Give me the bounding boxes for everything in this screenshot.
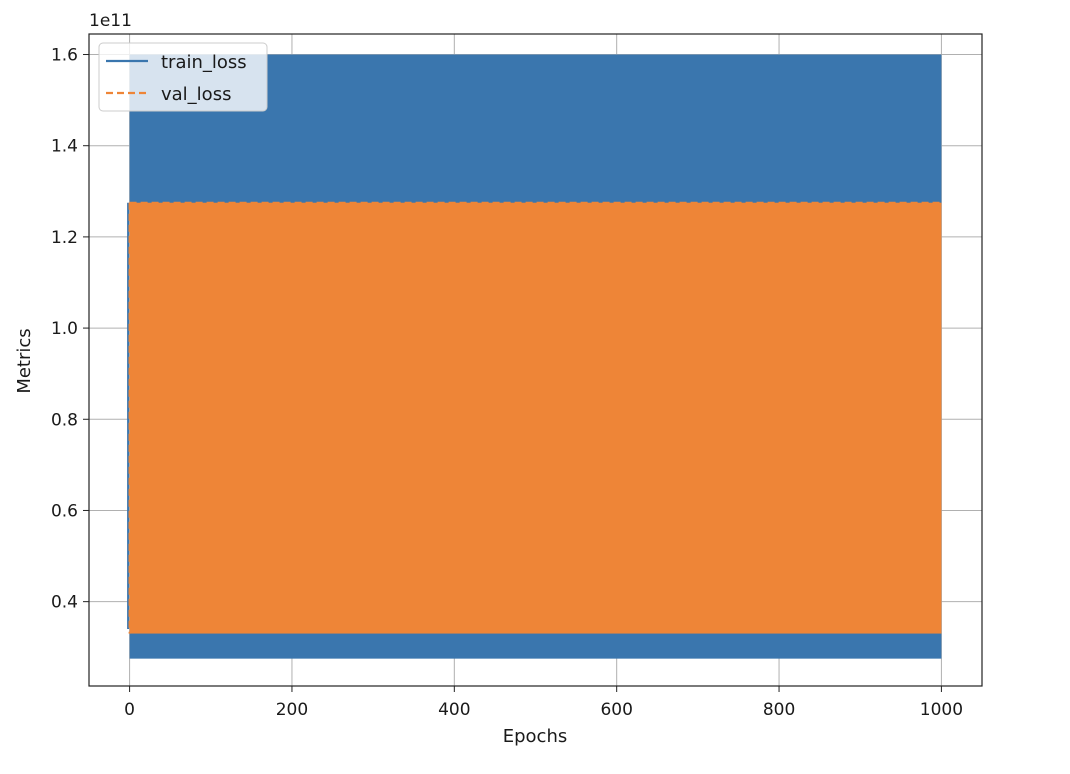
legend-train-loss-label: train_loss	[161, 52, 247, 73]
y-offset-label: 1e11	[89, 11, 132, 31]
y-axis-ticks: 0.4 0.6 0.8 1.0 1.2 1.4 1.6	[51, 46, 89, 613]
x-tick-label-3: 600	[600, 700, 632, 720]
series-layer	[127, 54, 942, 659]
x-tick-label-4: 800	[763, 700, 795, 720]
series-val-loss	[128, 201, 942, 634]
x-axis-label: Epochs	[503, 726, 568, 747]
legend-val-loss-label: val_loss	[161, 84, 231, 105]
y-tick-label-4: 1.2	[51, 228, 78, 248]
y-tick-label-1: 0.6	[51, 501, 78, 521]
plot-frame	[88, 33, 983, 687]
y-tick-label-5: 1.4	[51, 137, 78, 157]
y-tick-label-3: 1.0	[51, 319, 78, 339]
x-tick-label-0: 0	[124, 700, 135, 720]
val-loss-band	[129, 202, 942, 634]
legend: train_loss val_loss	[98, 42, 268, 112]
y-tick-label-0: 0.4	[51, 593, 78, 613]
x-tick-label-1: 200	[276, 700, 308, 720]
y-axis-label: Metrics	[14, 328, 35, 393]
x-tick-label-2: 400	[438, 700, 470, 720]
x-axis-ticks: 0 200 400 600 800 1000	[124, 686, 963, 720]
x-tick-label-5: 1000	[920, 700, 963, 720]
y-tick-label-6: 1.6	[51, 46, 78, 66]
y-tick-label-2: 0.8	[51, 410, 78, 430]
